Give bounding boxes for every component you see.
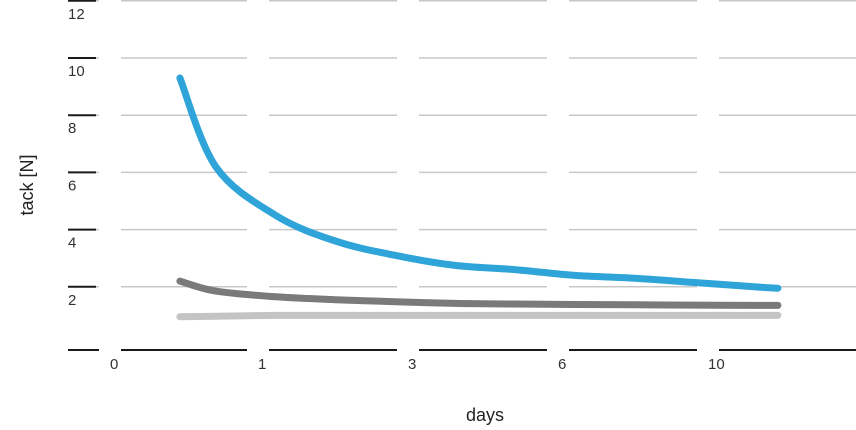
y-tick-label: 6 — [68, 177, 76, 194]
series-lines — [176, 74, 782, 321]
series-line — [176, 74, 782, 292]
series-line — [176, 277, 782, 309]
x-tick-label: 1 — [258, 356, 266, 373]
y-axis-title: tack [N] — [17, 154, 37, 215]
y-tick-label: 10 — [68, 63, 85, 80]
grid-lines — [68, 0, 856, 351]
y-axis-ticks: 2 4 6 8 10 12 — [68, 0, 96, 309]
series-line — [176, 311, 782, 321]
x-axis-ticks: 0 1 3 6 10 — [110, 356, 725, 373]
y-tick-label: 2 — [68, 292, 76, 309]
y-tick-label: 12 — [68, 6, 85, 23]
x-axis-title: days — [466, 405, 504, 425]
x-tick-label: 10 — [708, 356, 725, 373]
x-tick-label: 6 — [558, 356, 566, 373]
y-tick-label: 4 — [68, 235, 76, 252]
x-tick-label: 3 — [408, 356, 416, 373]
y-tick-label: 8 — [68, 120, 76, 137]
x-tick-label: 0 — [110, 356, 118, 373]
